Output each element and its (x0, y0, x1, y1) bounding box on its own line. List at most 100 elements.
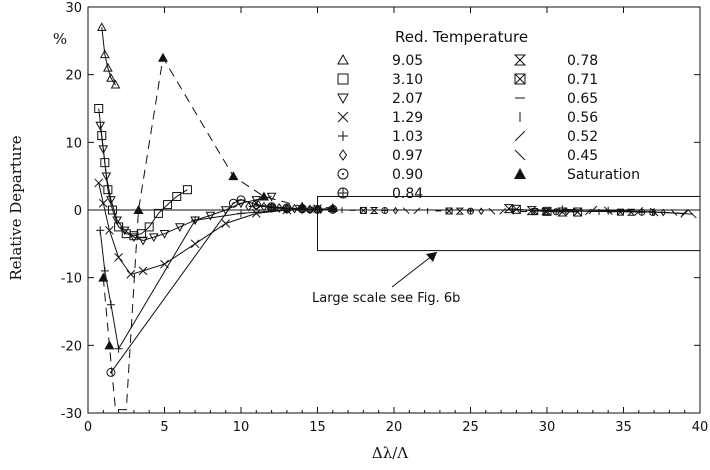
data-point (237, 209, 245, 218)
data-point (275, 203, 283, 213)
data-point (94, 104, 104, 113)
data-point (337, 111, 349, 123)
data-point (455, 207, 464, 215)
data-point (163, 200, 173, 210)
data-point (306, 206, 314, 214)
data-point (251, 209, 261, 218)
large-scale-inset-box (317, 195, 701, 252)
data-point (228, 198, 238, 208)
data-point (103, 62, 113, 72)
data-point (660, 208, 666, 217)
x-tick-label: 10 (233, 420, 250, 435)
series-line (98, 182, 318, 275)
legend-entry-label: 0.52 (567, 129, 598, 145)
data-point (129, 233, 139, 243)
data-point (552, 208, 560, 216)
data-point (138, 236, 148, 246)
legend-entry-label: 0.78 (567, 53, 598, 69)
data-point (445, 207, 453, 215)
data-point (94, 178, 104, 188)
legend-entry-label: 3.10 (392, 72, 423, 88)
x-tick-label: 15 (309, 420, 326, 435)
data-point (105, 225, 114, 235)
data-point (503, 204, 514, 214)
data-point (297, 201, 308, 211)
data-point (110, 79, 121, 89)
data-point (107, 205, 117, 215)
data-point (402, 207, 410, 215)
data-point (626, 208, 636, 216)
x-tick-label: 25 (462, 420, 479, 435)
data-point (106, 367, 116, 377)
data-point (514, 73, 526, 85)
x-tick-label: 30 (539, 420, 556, 435)
legend-entry-label: 2.07 (392, 91, 423, 107)
data-point (337, 187, 349, 199)
data-point (236, 195, 246, 205)
data-point (96, 22, 107, 31)
data-point (513, 54, 527, 66)
y-axis-unit: % (53, 30, 67, 48)
legend-entry-label: 9.05 (392, 53, 423, 69)
marker-layer (94, 22, 697, 377)
data-point (251, 200, 261, 210)
y-tick-label: 30 (65, 1, 82, 16)
data-point (499, 208, 506, 215)
x-tick-label: 40 (692, 420, 709, 435)
data-point (190, 239, 200, 249)
annotation-arrowhead-icon (426, 252, 437, 262)
data-point (106, 196, 116, 205)
data-point (514, 149, 526, 161)
data-point (338, 149, 348, 161)
legend-entry-label: 0.56 (567, 110, 598, 126)
data-point (174, 223, 185, 232)
data-point (541, 208, 550, 216)
data-point (338, 131, 348, 141)
data-point (98, 198, 108, 208)
data-point (291, 203, 298, 214)
data-point (221, 219, 231, 228)
annotation-text: Large scale see Fig. 6b (312, 291, 460, 306)
data-point (681, 209, 689, 216)
data-point (133, 205, 144, 214)
data-point (337, 53, 349, 65)
data-point (670, 209, 678, 216)
data-point (98, 272, 109, 282)
x-tick-label: 35 (615, 420, 632, 435)
data-point (687, 209, 697, 219)
legend-entry-label: 0.84 (392, 186, 423, 202)
data-point (100, 158, 110, 168)
y-tick-label: 20 (65, 69, 82, 84)
legend-entry-label: 0.71 (567, 72, 598, 88)
data-point (381, 207, 389, 215)
data-point (182, 185, 192, 195)
legend-entry-label: 0.97 (392, 148, 423, 164)
data-point (588, 205, 598, 215)
data-point (369, 206, 379, 214)
data-point (138, 266, 148, 276)
x-axis-label: Δλ/Λ (372, 444, 408, 462)
data-point (220, 206, 231, 216)
series-line (101, 27, 116, 86)
data-point (101, 172, 112, 182)
data-point (100, 266, 109, 275)
data-point (638, 208, 646, 216)
data-point (557, 207, 568, 217)
data-point (467, 207, 474, 215)
data-point (478, 207, 484, 216)
data-point (104, 340, 115, 350)
data-point (260, 201, 268, 212)
data-point (97, 131, 107, 141)
y-tick-label: -10 (61, 272, 82, 287)
data-point (106, 300, 115, 309)
data-point (564, 207, 570, 216)
legend: 9.05 3.10 2.07 1.29 1.03 0.97 0.90 0.84 0.78 0.71… (337, 53, 640, 202)
data-point (649, 208, 657, 216)
data-point (157, 52, 168, 62)
series-line (110, 199, 303, 373)
data-point (327, 206, 335, 214)
data-point (514, 168, 526, 179)
legend-entry-label: 1.03 (392, 129, 423, 145)
data-point (252, 201, 260, 211)
